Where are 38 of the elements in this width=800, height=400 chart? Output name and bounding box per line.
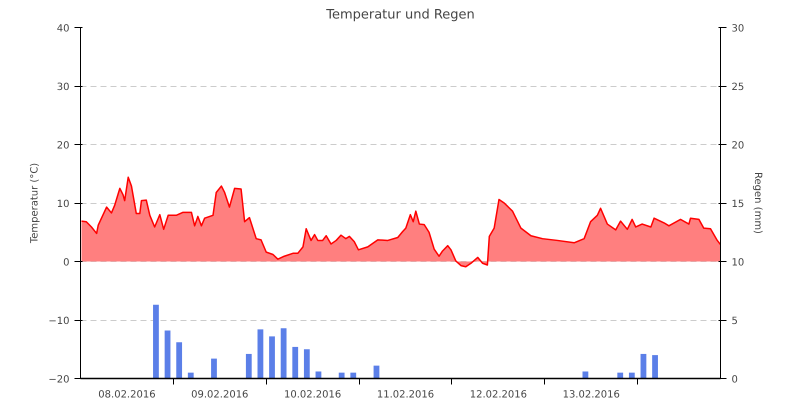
bar bbox=[292, 346, 298, 378]
y2-tick-label: 20 bbox=[732, 140, 744, 152]
bar bbox=[304, 349, 310, 378]
y2-tick-label: 15 bbox=[732, 199, 744, 210]
y-tick-label: 30 bbox=[56, 82, 70, 93]
bar bbox=[640, 354, 646, 378]
x-tick-label: 12.02.2016 bbox=[470, 390, 527, 400]
y-tick-label: 10 bbox=[56, 199, 70, 210]
bar bbox=[316, 371, 322, 378]
y2-tick-label: 10 bbox=[732, 258, 744, 268]
x-tick-label: 11.02.2016 bbox=[376, 390, 434, 400]
y2-tick-label: 25 bbox=[732, 82, 744, 93]
y-tick-label: 0 bbox=[63, 258, 70, 268]
bar bbox=[164, 330, 170, 378]
y-axis-title: Temperatur (°C) bbox=[29, 162, 40, 244]
y-tick-label: −10 bbox=[48, 316, 70, 327]
bar bbox=[652, 355, 658, 378]
bar bbox=[280, 328, 287, 378]
y-tick-label: 20 bbox=[56, 140, 70, 152]
bar bbox=[258, 329, 264, 378]
x-tick-label: 10.02.2016 bbox=[284, 390, 342, 400]
bar bbox=[153, 304, 159, 378]
y2-axis-title: Regen (mm) bbox=[752, 172, 764, 234]
x-tick-label: 13.02.2016 bbox=[562, 390, 620, 400]
bar bbox=[211, 358, 217, 378]
bar bbox=[269, 336, 275, 378]
x-tick-label: 09.02.2016 bbox=[191, 390, 248, 400]
bar bbox=[582, 371, 588, 378]
bar bbox=[246, 354, 252, 378]
bar bbox=[176, 342, 182, 378]
x-tick-label: 08.02.2016 bbox=[98, 390, 156, 400]
y-tick-label: 40 bbox=[56, 24, 70, 34]
y-tick-label: −20 bbox=[48, 374, 70, 386]
chart-title: Temperatur und Regen bbox=[325, 8, 475, 22]
y2-tick-label: 0 bbox=[732, 374, 738, 386]
y2-tick-label: 5 bbox=[732, 316, 738, 327]
bar bbox=[374, 366, 380, 378]
y2-tick-label: 30 bbox=[732, 24, 744, 34]
